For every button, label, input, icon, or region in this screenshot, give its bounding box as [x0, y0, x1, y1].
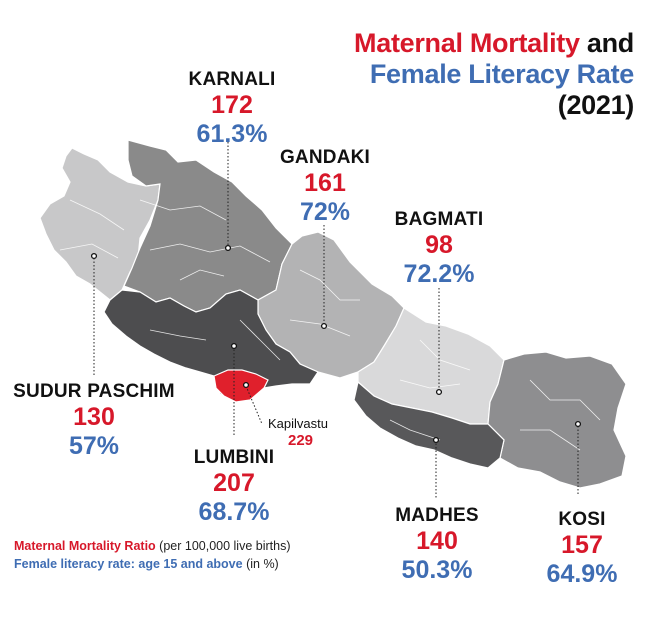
province-name: GANDAKI: [279, 147, 371, 168]
maternal-mortality-value: 157: [561, 531, 603, 559]
map-title: Maternal Mortality and Female Literacy R…: [354, 28, 634, 121]
province-name: KARNALI: [188, 69, 276, 90]
label-madhes: MADHES 140 50.3%: [384, 506, 490, 583]
title-maternal-mortality: Maternal Mortality: [354, 28, 580, 58]
province-kosi[interactable]: [487, 351, 627, 489]
district-kapilvastu[interactable]: [213, 369, 269, 403]
maternal-mortality-value: 98: [425, 231, 453, 259]
label-bagmati: BAGMATI 98 72.2%: [380, 210, 498, 287]
province-name: SUDUR PASCHIM: [13, 381, 175, 402]
label-lumbini: LUMBINI 207 68.7%: [180, 448, 288, 525]
province-karnali[interactable]: [123, 139, 293, 313]
maternal-mortality-value: 207: [213, 469, 255, 497]
title-and: and: [586, 28, 634, 58]
label-sudur-paschim: SUDUR PASCHIM 130 57%: [4, 382, 184, 459]
label-kapilvastu: Kapilvastu 229: [268, 416, 328, 449]
legend-literacy: Female literacy rate: age 15 and above (…: [14, 555, 291, 573]
title-year: (2021): [557, 90, 635, 120]
legend: Maternal Mortality Ratio (per 100,000 li…: [14, 537, 291, 573]
district-name: Kapilvastu: [268, 416, 328, 431]
legend-literacy-label: Female literacy rate: age 15 and above: [14, 557, 243, 571]
label-kosi: KOSI 157 64.9%: [536, 510, 628, 587]
maternal-mortality-value: 130: [73, 403, 115, 431]
female-literacy-value: 72%: [299, 198, 351, 226]
female-literacy-value: 61.3%: [196, 120, 268, 148]
female-literacy-value: 64.9%: [546, 560, 618, 588]
legend-mmr-note: (per 100,000 live births): [159, 539, 291, 553]
female-literacy-value: 72.2%: [403, 260, 475, 288]
province-lumbini[interactable]: [103, 289, 319, 403]
female-literacy-value: 50.3%: [401, 556, 473, 584]
district-maternal-mortality-value: 229: [288, 432, 314, 449]
label-gandaki: GANDAKI 161 72%: [270, 148, 380, 225]
province-name: BAGMATI: [394, 209, 484, 230]
province-madhes[interactable]: [353, 380, 505, 469]
maternal-mortality-value: 140: [416, 527, 458, 555]
female-literacy-value: 57%: [68, 432, 120, 460]
maternal-mortality-value: 161: [304, 169, 346, 197]
legend-mmr: Maternal Mortality Ratio (per 100,000 li…: [14, 537, 291, 555]
legend-literacy-note: (in %): [246, 557, 279, 571]
province-name: KOSI: [558, 509, 606, 530]
legend-mmr-label: Maternal Mortality Ratio: [14, 539, 156, 553]
province-name: MADHES: [395, 505, 479, 526]
label-karnali: KARNALI 172 61.3%: [180, 70, 284, 147]
leader-dots: [90, 244, 582, 444]
title-female-literacy: Female Literacy Rate: [369, 59, 634, 89]
maternal-mortality-value: 172: [211, 91, 253, 119]
district-boundaries: [59, 199, 601, 451]
leader-lines: [93, 142, 579, 498]
female-literacy-value: 68.7%: [198, 498, 270, 526]
province-name: LUMBINI: [193, 447, 275, 468]
